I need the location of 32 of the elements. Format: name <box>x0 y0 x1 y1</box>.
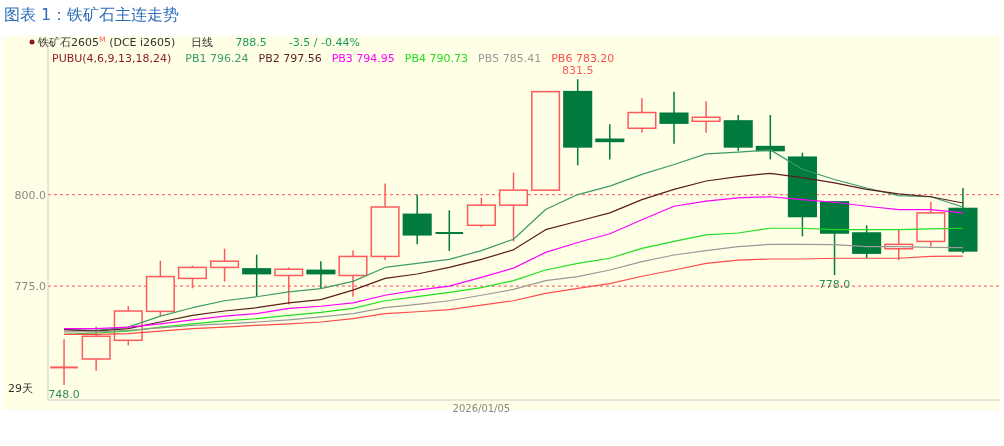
line-series <box>63 255 964 336</box>
line-series <box>63 243 964 333</box>
annotation: -3.5 / -0.44% <box>288 36 360 49</box>
text: PB2 797.56 <box>258 52 322 65</box>
text: PB3 794.95 <box>331 52 395 65</box>
candlestick <box>49 338 79 386</box>
text: PB5 785.41 <box>478 52 542 65</box>
candlestick <box>691 100 721 134</box>
line-series <box>63 196 964 330</box>
annotation: 778.0 <box>818 278 851 292</box>
candlestick <box>627 97 657 134</box>
text: 29天 <box>8 382 33 395</box>
legend-title: PUBU(4,6,9,13,18,24) <box>52 52 172 65</box>
candlestick <box>916 201 946 248</box>
text: PB4 790.73 <box>404 52 469 65</box>
y-tick-label: 800.0 <box>14 188 46 202</box>
x-tick-label: 2026/01/05 <box>452 403 511 414</box>
candlestick <box>338 249 368 298</box>
y-tick-label: 775.0 <box>14 280 46 294</box>
annotation: 788.5 <box>235 36 267 49</box>
annotation: 748.0 <box>48 387 80 401</box>
candlestick <box>595 123 625 161</box>
candlestick <box>659 90 689 145</box>
candlestick <box>402 193 432 246</box>
chart-subtitle: 铁矿石2605$^{M}$ (DCE i2605) <box>37 34 176 49</box>
annotation: 日线 <box>191 36 214 49</box>
candlestick <box>370 182 400 261</box>
chart-title: 图表 1：铁矿石主连走势 <box>4 5 180 24</box>
candlestick <box>723 114 753 152</box>
text: PB1 796.24 <box>185 52 249 65</box>
text: PB6 783.20 <box>551 52 615 65</box>
annotation: 831.5 <box>561 64 594 78</box>
